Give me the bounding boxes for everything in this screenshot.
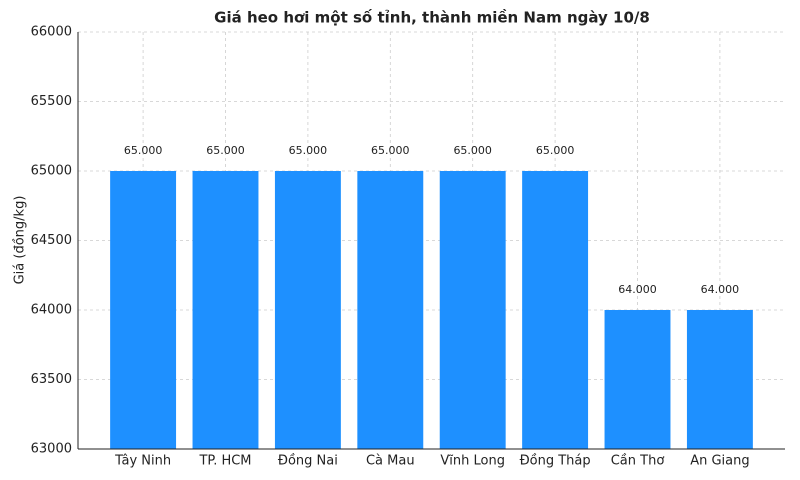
y-tick-label: 63000 bbox=[31, 442, 72, 457]
value-label: 65.000 bbox=[206, 144, 245, 157]
value-label: 65.000 bbox=[371, 144, 410, 157]
bar bbox=[110, 171, 177, 449]
value-label: 65.000 bbox=[289, 144, 328, 157]
x-tick-label: TP. HCM bbox=[198, 454, 251, 469]
x-tick-label: Đồng Nai bbox=[278, 454, 338, 469]
y-tick-label: 65500 bbox=[31, 94, 72, 109]
bar bbox=[274, 171, 341, 449]
y-tick-label: 64000 bbox=[31, 303, 72, 318]
bar bbox=[686, 310, 753, 449]
y-tick-label: 64500 bbox=[31, 233, 72, 248]
y-tick-label: 63500 bbox=[31, 372, 72, 387]
x-tick-label: Tây Ninh bbox=[114, 454, 171, 469]
bar bbox=[357, 171, 424, 449]
chart-title: Giá heo hơi một số tỉnh, thành miền Nam … bbox=[214, 8, 650, 27]
value-label: 65.000 bbox=[124, 144, 163, 157]
y-axis-label: Giá (đồng/kg) bbox=[13, 196, 28, 285]
x-tick-label: Đồng Tháp bbox=[520, 454, 591, 469]
bar bbox=[522, 171, 589, 449]
x-tick-label: Cần Thơ bbox=[611, 454, 665, 469]
value-label: 64.000 bbox=[618, 283, 657, 296]
value-label: 65.000 bbox=[453, 144, 492, 157]
bar bbox=[604, 310, 671, 449]
x-tick-label: Cà Mau bbox=[366, 454, 415, 469]
bar bbox=[439, 171, 506, 449]
x-tick-label: An Giang bbox=[690, 454, 749, 469]
value-label: 65.000 bbox=[536, 144, 575, 157]
x-tick-label: Vĩnh Long bbox=[440, 454, 505, 469]
value-label: 64.000 bbox=[701, 283, 740, 296]
bar bbox=[192, 171, 259, 449]
y-tick-label: 65000 bbox=[31, 164, 72, 179]
y-tick-label: 66000 bbox=[31, 25, 72, 40]
